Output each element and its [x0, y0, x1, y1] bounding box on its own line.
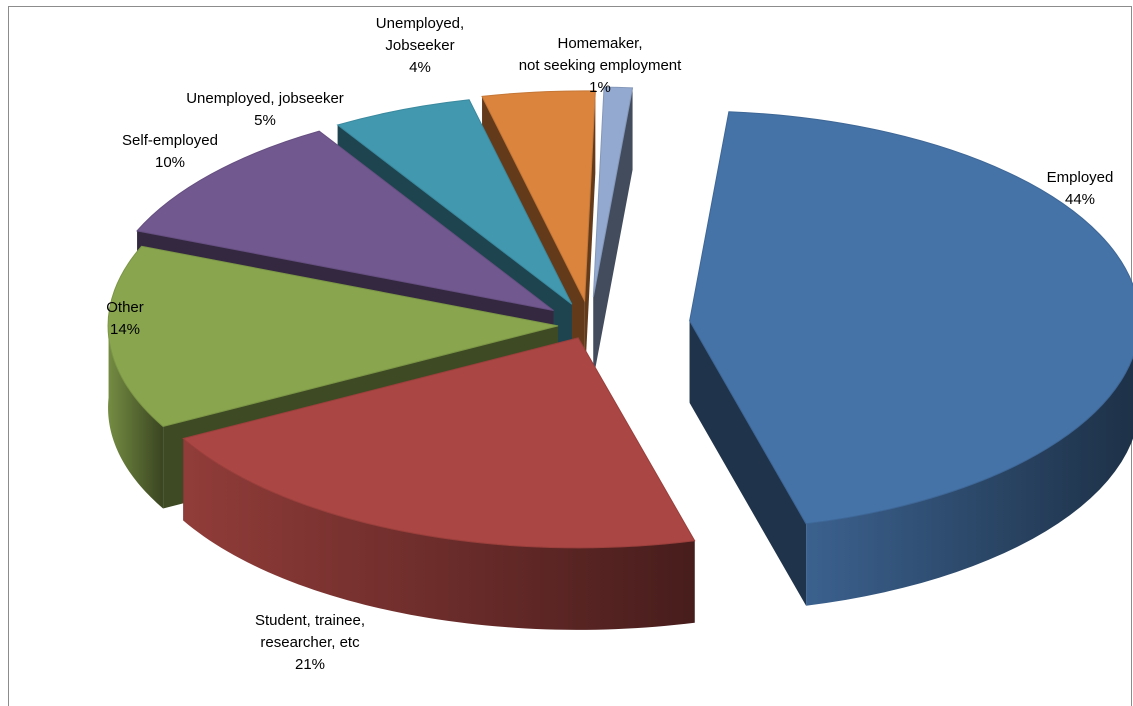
slice-other [107, 245, 559, 428]
slice-student-trainee-researcher-etc [182, 337, 696, 549]
slice-homemaker-not-seeking-employment [592, 86, 634, 298]
slice-wall [584, 90, 596, 383]
data-labels: Employed 44% Student, trainee, researcher, … [106, 15, 1113, 673]
slice-tops [107, 86, 1133, 549]
slice-employed [689, 111, 1133, 525]
slice-self-employed [136, 130, 554, 311]
data-label: Self-employed 10% [122, 132, 218, 171]
slice-unemployed-jobseeker [336, 99, 573, 305]
slice-unemployed-jobseeker [481, 90, 596, 303]
slice-rim [108, 315, 164, 509]
data-label: Other 14% [106, 299, 144, 338]
data-label: Homemaker, not seeking employment 1% [519, 35, 682, 96]
data-label: Student, trainee, researcher, etc 21% [255, 612, 365, 673]
data-label: Unemployed, jobseeker 5% [186, 90, 344, 129]
data-label: Unemployed, Jobseeker 4% [376, 15, 464, 76]
slice-rim [183, 438, 695, 630]
slice-wall [689, 320, 807, 606]
data-label: Employed 44% [1047, 169, 1114, 208]
slice-wall [593, 87, 633, 380]
slice-rim [806, 356, 1133, 606]
